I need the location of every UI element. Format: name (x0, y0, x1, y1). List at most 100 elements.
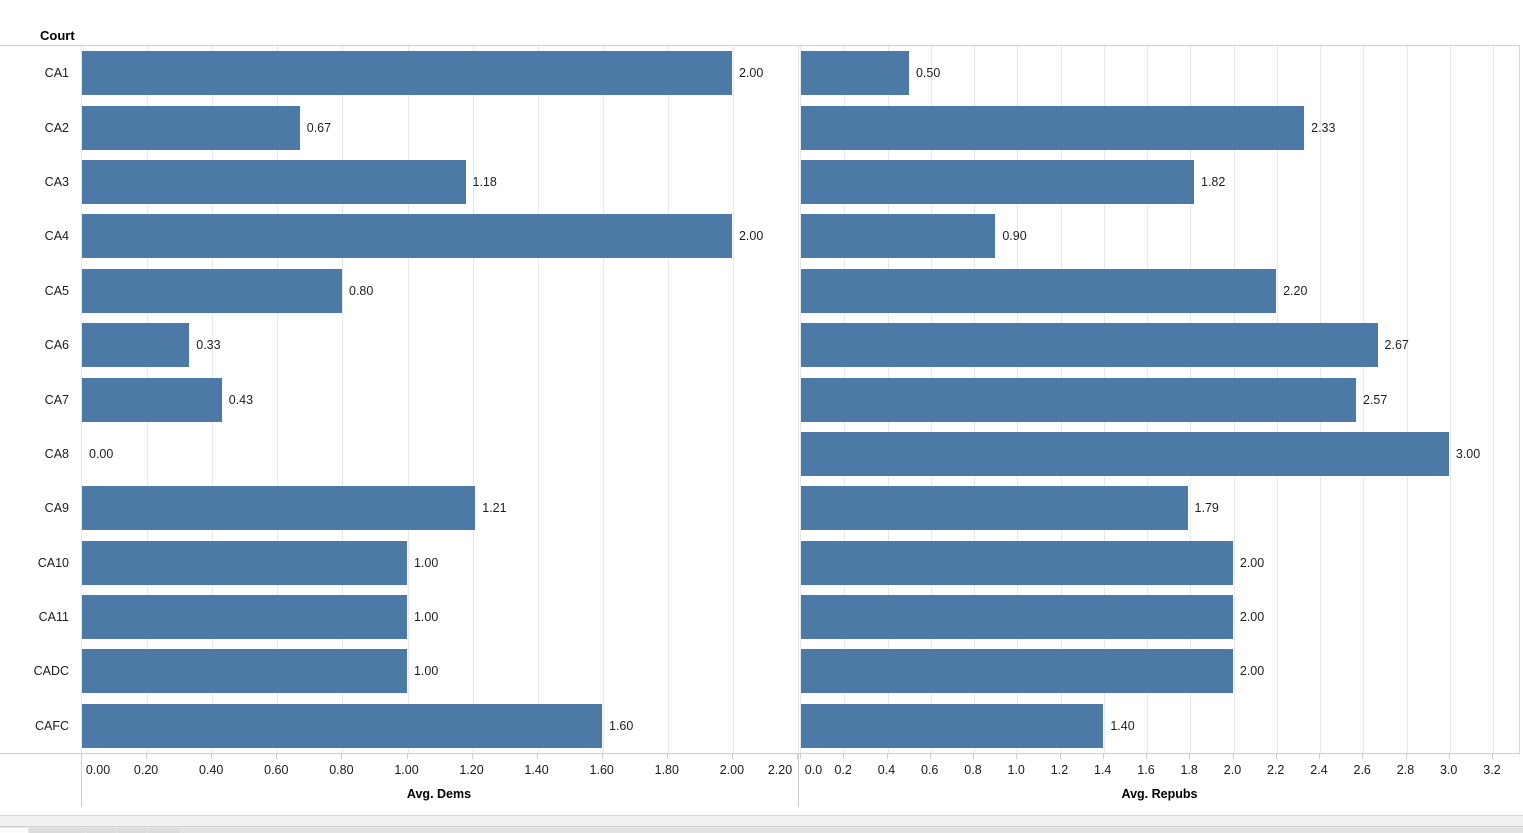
row-label-ca11[interactable]: CA11 (38, 610, 69, 625)
bar-row-ca3: 1.18 (82, 155, 797, 209)
bar-ca8[interactable] (801, 431, 1449, 476)
bar-ca7[interactable] (801, 377, 1356, 422)
bar-row-cafc: 1.60 (82, 699, 797, 753)
row-label-ca2[interactable]: CA2 (44, 120, 69, 135)
bar-row-ca8: 3.00 (801, 427, 1519, 481)
bar-ca3[interactable] (801, 159, 1194, 204)
bar-row-cadc: 2.00 (801, 644, 1519, 698)
bar-ca2[interactable] (801, 105, 1305, 150)
bar-ca1[interactable] (801, 51, 909, 96)
axis-tick-label: 2.6 (1353, 763, 1371, 777)
bar-row-ca6: 0.33 (82, 318, 797, 372)
row-label-cadc[interactable]: CADC (33, 664, 69, 679)
bar-cafc[interactable] (82, 703, 602, 748)
axis-tick (81, 754, 82, 759)
header-divider-line (0, 45, 1520, 46)
row-label-ca8[interactable]: CA8 (44, 446, 69, 461)
bar-ca1[interactable] (82, 51, 732, 96)
bar-ca5[interactable] (801, 268, 1277, 313)
bar-rows: 0.50 2.33 1.82 0.90 2.20 2.67 2.57 3.00 1.79 2.00… (801, 46, 1519, 753)
bar-value-label: 0.43 (228, 392, 254, 407)
axis-tick (929, 754, 931, 759)
bar-ca5[interactable] (82, 268, 342, 313)
row-label-ca6[interactable]: CA6 (44, 338, 69, 353)
row-label-ca3[interactable]: CA3 (44, 174, 69, 189)
sheet-tab-segment[interactable] (86, 828, 116, 833)
axis-tick (146, 754, 148, 759)
row-label-ca4[interactable]: CA4 (44, 229, 69, 244)
bar-ca3[interactable] (82, 159, 466, 204)
bar-cadc[interactable] (801, 649, 1233, 694)
axis-tick (1146, 754, 1147, 759)
axis-tick-label: 2.20 (767, 763, 793, 777)
axis-tick (731, 754, 733, 759)
gridline (602, 46, 604, 753)
bar-row-ca5: 0.80 (82, 264, 797, 318)
bar-value-label: 2.00 (738, 66, 764, 81)
bar-cadc[interactable] (82, 649, 407, 694)
chart-right-border (1519, 46, 1520, 753)
row-label-cafc[interactable]: CAFC (34, 718, 69, 733)
bar-ca6[interactable] (801, 323, 1378, 368)
sheet-tab-segment[interactable] (29, 828, 85, 833)
sheet-tab-segment[interactable] (117, 828, 147, 833)
bar-row-ca3: 1.82 (801, 155, 1519, 209)
bar-ca10[interactable] (801, 540, 1233, 585)
sheet-tab-active[interactable] (0, 828, 28, 833)
bar-row-ca4: 2.00 (82, 209, 797, 263)
axis-tick (843, 754, 845, 759)
axis-tick-label: 1.20 (459, 763, 484, 777)
axis-tick (1405, 754, 1407, 759)
bar-ca2[interactable] (82, 105, 300, 150)
bar-ca9[interactable] (82, 486, 476, 531)
bar-value-label: 0.67 (306, 120, 332, 135)
bar-cafc[interactable] (801, 703, 1104, 748)
axis-tick (1016, 754, 1018, 759)
axis-tick-label: 1.6 (1137, 763, 1155, 777)
panel-avg-dems: 2.00 0.67 1.18 2.00 0.80 0.33 0.43 0.00 1.21 1.00… (81, 46, 799, 753)
bar-value-label: 2.33 (1311, 120, 1336, 135)
bar-value-label: 2.00 (738, 229, 764, 244)
axis-tick (973, 754, 974, 759)
sheet-tab-filler (181, 828, 1523, 833)
axis-tick-label: 0.60 (264, 763, 289, 777)
status-bar-strip (0, 815, 1523, 826)
axis-tick-label: 3.0 (1439, 763, 1458, 777)
axis-tick-label: 0.40 (199, 763, 224, 777)
bar-row-cafc: 1.40 (801, 699, 1519, 753)
bar-value-label: 1.00 (413, 664, 439, 679)
row-label-ca9[interactable]: CA9 (44, 501, 69, 516)
axis-baseline (0, 753, 1520, 754)
bar-row-ca9: 1.21 (82, 481, 797, 535)
bar-value-label: 3.00 (1455, 446, 1481, 461)
row-label-ca1[interactable]: CA1 (44, 66, 69, 81)
bar-ca4[interactable] (801, 214, 996, 259)
bar-value-label: 1.82 (1201, 174, 1226, 189)
bar-ca10[interactable] (82, 540, 407, 585)
bar-ca4[interactable] (82, 214, 732, 259)
axis-tick (211, 754, 213, 759)
gridline (1449, 46, 1451, 753)
bar-value-label: 1.21 (482, 501, 507, 516)
bar-value-label: 2.67 (1384, 338, 1409, 353)
axis-tick (601, 754, 603, 759)
bar-ca9[interactable] (801, 486, 1188, 531)
gridline (277, 46, 279, 753)
axis-tick-label: 1.8 (1180, 763, 1198, 777)
bar-ca11[interactable] (82, 595, 407, 640)
bar-ca6[interactable] (82, 323, 190, 368)
bar-row-ca7: 2.57 (801, 372, 1519, 426)
row-label-ca5[interactable]: CA5 (44, 283, 69, 298)
axis-spine-left-panel (81, 753, 82, 807)
sheet-tab-segment[interactable] (148, 828, 180, 833)
row-label-ca7[interactable]: CA7 (44, 392, 69, 407)
gridline (1363, 46, 1365, 753)
bar-ca7[interactable] (82, 377, 222, 422)
axis-tick (536, 754, 538, 759)
axis-tick-label: 1.60 (589, 763, 614, 777)
row-label-ca10[interactable]: CA10 (37, 555, 69, 570)
axis-tick (1448, 754, 1450, 759)
gridline (407, 46, 409, 753)
axis-tick (406, 754, 408, 759)
bar-ca11[interactable] (801, 595, 1233, 640)
